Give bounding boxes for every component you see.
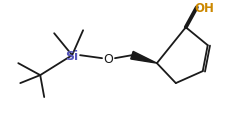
Polygon shape: [130, 52, 156, 64]
Text: Si: Si: [65, 49, 78, 62]
Text: OH: OH: [194, 2, 214, 15]
Text: O: O: [103, 52, 112, 65]
